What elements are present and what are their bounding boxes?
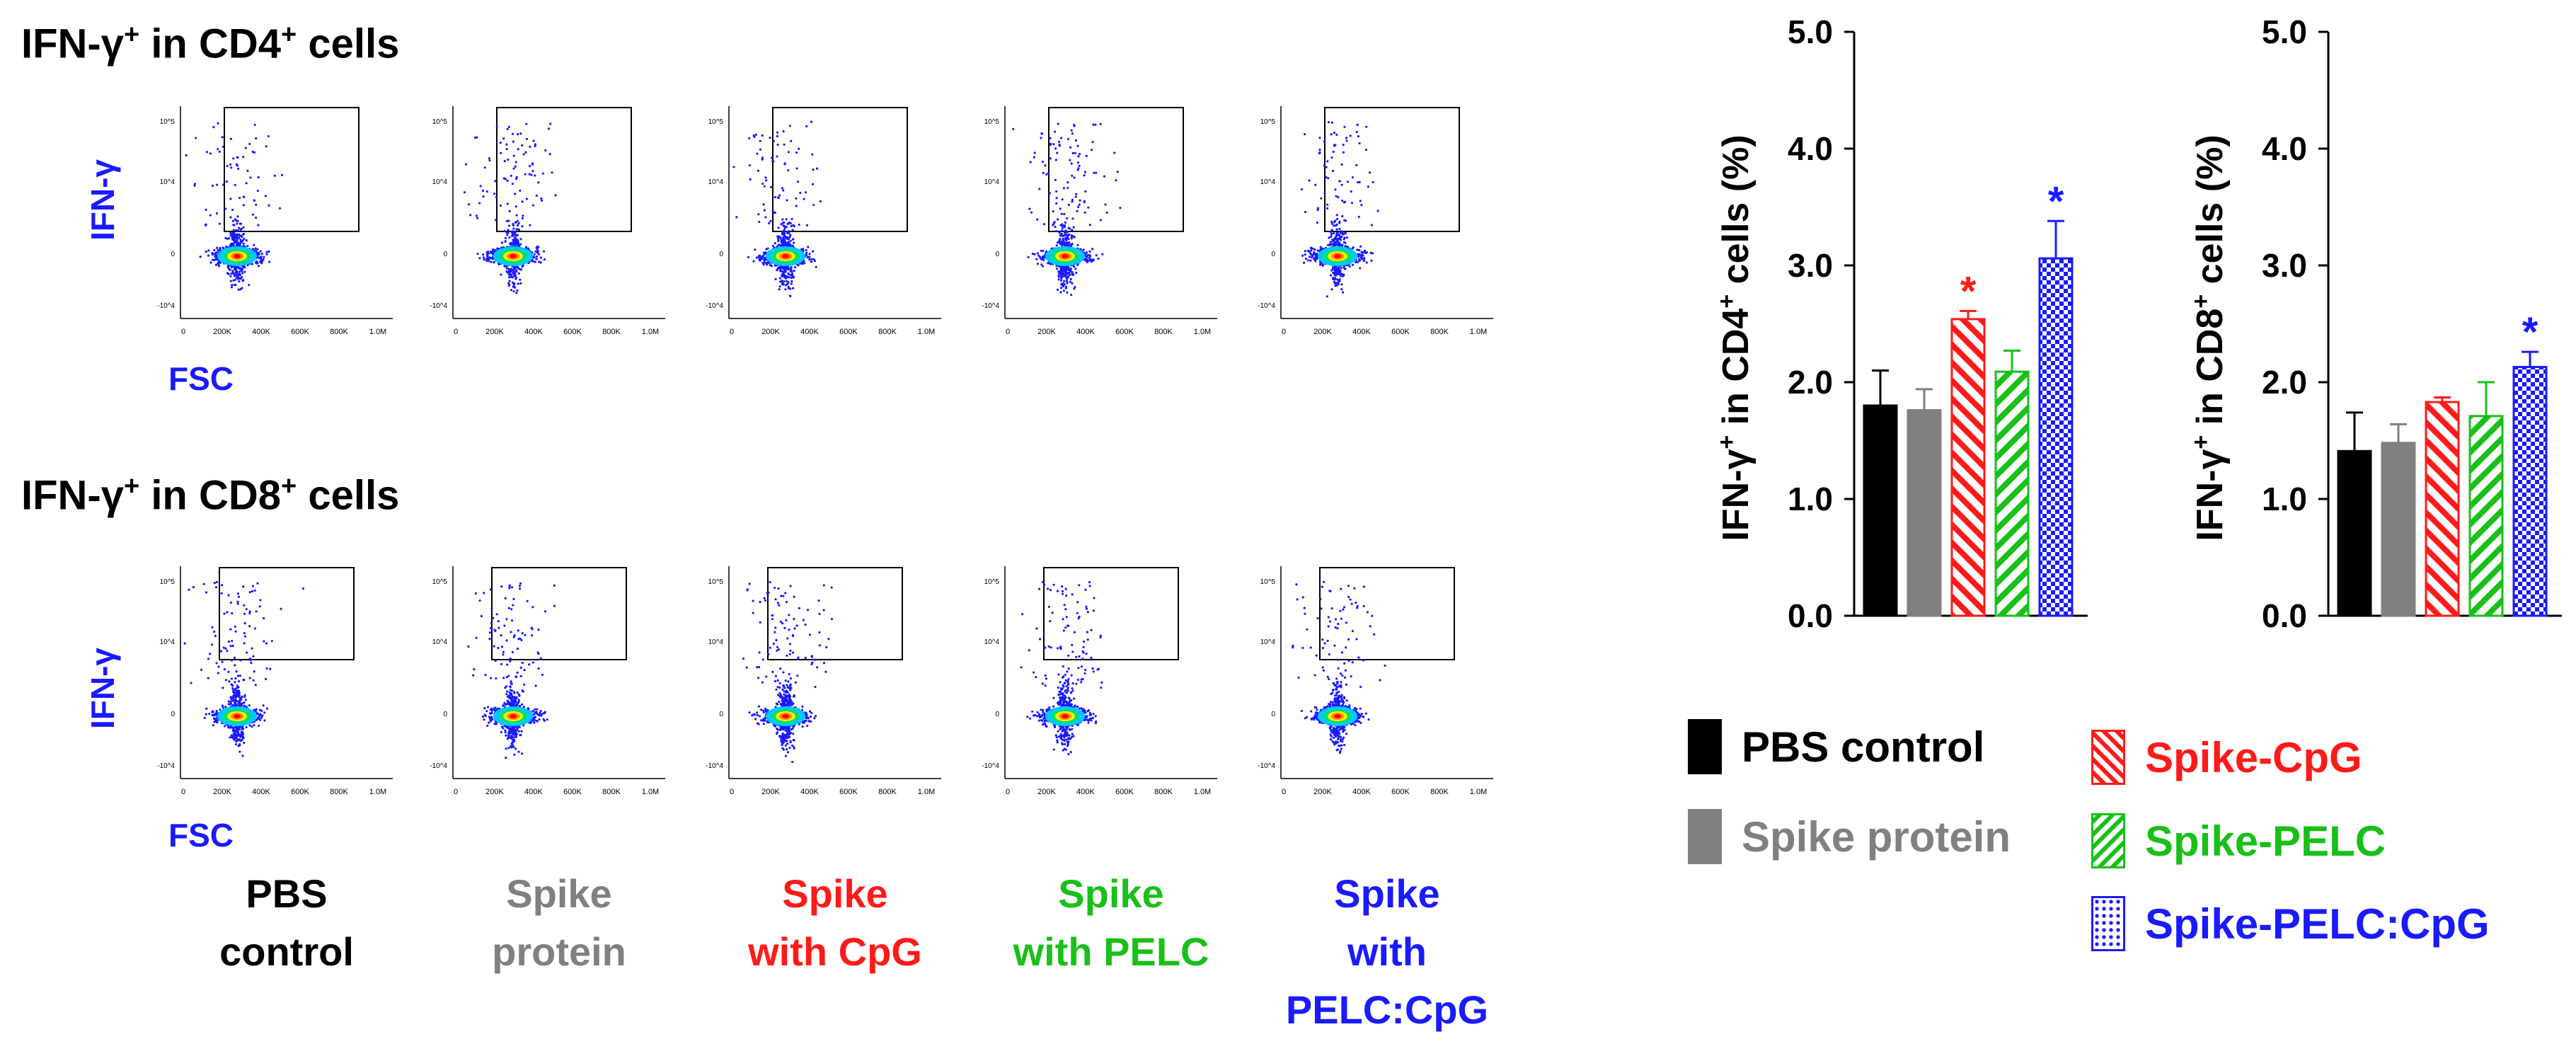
bar-spike-pelc [2470,416,2502,616]
bar-spike-pelc-cpg [2040,258,2072,616]
significance-marker: * [2048,178,2064,224]
y-tick-label: 3.0 [1788,247,1833,284]
legend-item-spike-pelc: Spike-PELC [2091,813,2386,869]
legend-swatch [2091,896,2125,951]
bar-spike-pelc [1996,372,2028,616]
y-tick-label: 0.0 [2262,597,2307,634]
bar-pbs-control [2338,451,2371,616]
legend-label: Spike-PELC:CpG [2145,900,2490,948]
y-tick-label: 2.0 [2262,364,2307,401]
y-tick-label: 1.0 [1788,481,1833,517]
legend-item-pbs-control: PBS control [1688,718,1984,775]
legend-label: Spike-CpG [2145,733,2362,782]
bar-chart-1: 0.0 1.0 2.0 3.0 4.0 5.0 IFN-γ+ in CD4+ cells (… [1713,13,2088,634]
y-tick-label: 3.0 [2262,247,2307,284]
bar-spike-cpg [2426,402,2459,616]
y-tick-label: 1.0 [2262,481,2307,517]
legend-item-spike-protein: Spike protein [1688,808,2011,865]
y-tick-label: 0.0 [1788,597,1833,634]
legend-swatch [1688,809,1722,864]
legend-label: Spike protein [1742,813,2011,861]
significance-marker: * [2522,309,2538,355]
y-tick-label: 5.0 [1788,13,1833,50]
y-tick-label: 2.0 [1788,364,1833,401]
significance-marker: * [1960,268,1977,314]
legend-swatch [1688,719,1722,774]
y-axis-label: IFN-γ+ in CD8+ cells (%) [2187,134,2231,541]
bar-spike-pelc-cpg [2514,367,2546,616]
legend-label: Spike-PELC [2145,817,2386,866]
y-tick-label: 4.0 [2262,130,2307,167]
legend-item-spike-pelc-cpg: Spike-PELC:CpG [2091,895,2490,952]
y-tick-label: 5.0 [2262,13,2307,50]
legend-swatch [2091,730,2125,785]
legend-swatch [2091,813,2125,868]
bar-spike-protein [1908,411,1940,616]
legend-item-spike-cpg: Spike-CpG [2091,729,2362,786]
bar-chart-2: 0.0 1.0 2.0 3.0 4.0 5.0 IFN-γ+ in CD8+ cells (… [2187,13,2562,634]
bar-spike-protein [2382,443,2415,616]
bar-pbs-control [1864,406,1897,616]
y-tick-label: 4.0 [1788,130,1833,167]
bar-spike-cpg [1952,319,1984,616]
y-axis-label: IFN-γ+ in CD4+ cells (%) [1713,134,1756,541]
legend-label: PBS control [1742,723,1984,771]
